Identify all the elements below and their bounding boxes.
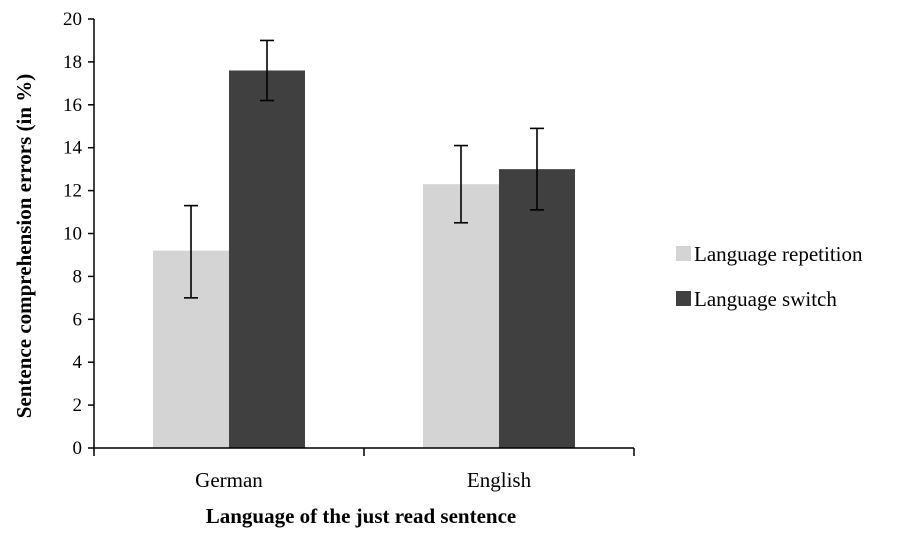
bar — [423, 184, 499, 449]
category-label: English — [467, 468, 532, 492]
y-tick-label: 2 — [73, 395, 83, 416]
bars-layer — [153, 70, 575, 449]
x-axis-title: Language of the just read sentence — [206, 504, 517, 528]
y-tick-label: 14 — [63, 138, 83, 159]
y-tick-label: 18 — [63, 52, 82, 73]
error-bar — [260, 39, 274, 102]
legend-item: Language repetition — [676, 242, 863, 266]
legend-label: Language repetition — [694, 242, 863, 266]
error-bar — [530, 127, 544, 211]
y-tick-label: 20 — [63, 9, 82, 30]
legend-item: Language switch — [676, 287, 837, 311]
bar — [229, 70, 305, 448]
legend-label: Language switch — [694, 287, 837, 311]
y-tick-label: 16 — [63, 95, 82, 116]
y-axis-title: Sentence comprehension errors (in %) — [12, 74, 36, 419]
y-tick-label: 10 — [63, 224, 82, 245]
y-tick-label: 8 — [73, 266, 83, 287]
error-bar — [454, 144, 468, 224]
error-bars-layer — [184, 39, 544, 299]
error-bar — [184, 204, 198, 299]
legend: Language repetition Language switch — [676, 242, 863, 311]
x-ticks — [93, 448, 635, 456]
category-label: German — [195, 468, 263, 492]
category-labels: German English — [195, 468, 531, 492]
y-tick-label: 6 — [73, 309, 83, 330]
y-tick-label: 0 — [73, 438, 83, 459]
bar — [499, 169, 575, 448]
y-tick-label: 12 — [63, 181, 82, 202]
y-ticks: 0 2 4 6 8 10 12 14 16 18 20 — [63, 9, 94, 459]
y-tick-label: 4 — [73, 352, 83, 373]
legend-swatch — [676, 246, 691, 261]
legend-swatch — [676, 291, 691, 306]
